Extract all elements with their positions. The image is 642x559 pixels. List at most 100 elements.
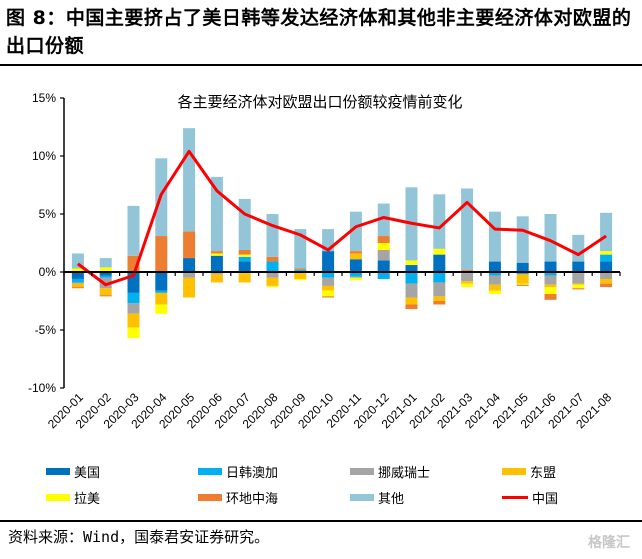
- bar-segment-2020-02-5: [99, 295, 112, 297]
- bar-segment-2021-07-0: [572, 261, 585, 272]
- stacked-bar-chart: 各主要经济体对欧盟出口份额较疫情前变化 -10%-5%0%5%10%15%202…: [28, 91, 621, 431]
- bar-segment-2020-09-5: [294, 268, 307, 270]
- bar-segment-2020-06-3: [210, 274, 223, 283]
- legend-label: 东盟: [530, 466, 557, 481]
- bar-segment-2021-07-4: [572, 284, 585, 289]
- legend-item-3: 东盟: [502, 462, 556, 481]
- bar-segment-2021-06-3: [544, 284, 557, 288]
- legend-bar-swatch: [198, 468, 222, 475]
- bar-segment-2020-02-0: [99, 272, 112, 276]
- bar-segment-2021-01-1: [405, 272, 418, 284]
- bar-segment-2021-05-3: [516, 274, 529, 284]
- bar-segment-2021-04-1: [488, 272, 501, 276]
- bar-segment-2020-11-1: [349, 272, 362, 277]
- bar-segment-2021-05-1: [516, 272, 529, 275]
- bar-segment-2021-01-3: [405, 297, 418, 305]
- bar-segment-2021-03-4: [461, 283, 474, 288]
- bar-segment-2020-06-4: [210, 253, 223, 256]
- bar-segment-2021-06-2: [544, 275, 557, 285]
- title-divider: [0, 64, 642, 66]
- bar-segment-2021-01-4: [405, 260, 418, 266]
- legend-label: 中国: [532, 492, 559, 507]
- bar-segment-2020-01-5: [71, 287, 84, 289]
- bar-segment-2020-11-3: [349, 253, 362, 260]
- bar-segment-2021-08-4: [600, 251, 613, 255]
- bar-segment-2021-03-5: [461, 269, 474, 271]
- legend-label: 挪威瑞士: [378, 466, 431, 481]
- bar-segment-2021-05-4: [516, 283, 529, 285]
- chart-legend: 美国 日韩澳加 挪威瑞士 东盟 拉美 环地中海 其他 中国: [0, 458, 642, 518]
- bar-segment-2020-12-0: [377, 260, 390, 272]
- bar-segment-2021-08-6: [600, 212, 613, 252]
- bar-segment-2020-04-3: [155, 292, 168, 305]
- legend-label: 环地中海: [226, 492, 279, 507]
- bar-segment-2021-08-5: [600, 283, 613, 288]
- bar-segment-2020-06-6: [210, 176, 223, 252]
- bar-segment-2020-12-1: [377, 272, 390, 279]
- bar-segment-2020-11-0: [349, 259, 362, 272]
- legend-bar-swatch: [46, 468, 70, 475]
- bar-segment-2021-06-4: [544, 287, 557, 295]
- legend-item-1: 日韩澳加: [198, 462, 278, 481]
- bar-segment-2021-08-1: [600, 254, 613, 262]
- bar-segment-2021-06-1: [544, 272, 557, 276]
- figure-title: 图 8：中国主要挤占了美日韩等发达经济体和其他非主要经济体对欧盟的出口份额: [6, 7, 632, 57]
- bar-segment-2020-01-3: [71, 283, 84, 288]
- bar-segment-2020-11-6: [349, 211, 362, 252]
- bar-segment-2021-02-3: [433, 296, 446, 301]
- bar-segment-2020-10-5: [322, 296, 335, 298]
- bar-segment-2020-01-0: [71, 272, 84, 279]
- y-tick-label: -5%: [35, 323, 57, 337]
- bar-segment-2020-07-4: [238, 254, 251, 257]
- bar-segment-2020-05-0: [183, 258, 196, 272]
- bar-segment-2020-09-6: [294, 229, 307, 269]
- bar-segment-2020-04-4: [155, 304, 168, 314]
- bar-segment-2021-02-5: [433, 301, 446, 305]
- bar-segment-2020-02-3: [99, 288, 112, 296]
- legend-item-5: 环地中海: [198, 488, 278, 507]
- bar-segment-2021-04-2: [488, 275, 501, 285]
- bar-segment-2021-04-0: [488, 261, 501, 272]
- legend-item-2: 挪威瑞士: [350, 462, 430, 481]
- bar-segment-2020-10-4: [322, 290, 335, 297]
- bar-segment-2020-11-2: [349, 276, 362, 278]
- bar-segment-2020-07-5: [238, 249, 251, 255]
- bar-segment-2020-10-0: [322, 251, 335, 272]
- bar-segment-2020-06-0: [210, 255, 223, 272]
- bar-segment-2020-05-5: [183, 231, 196, 259]
- y-tick-label: 5%: [39, 207, 57, 221]
- bar-segment-2021-02-2: [433, 282, 446, 297]
- bar-segment-2020-02-1: [99, 275, 112, 278]
- bar-segment-2020-07-0: [238, 261, 251, 272]
- legend-bar-swatch: [350, 468, 374, 475]
- bar-segment-2021-01-2: [405, 283, 418, 298]
- bar-segment-2020-07-3: [238, 273, 251, 283]
- bar-segment-2020-10-2: [322, 277, 335, 286]
- bar-segment-2020-02-4: [99, 267, 112, 272]
- bar-segment-2021-03-6: [461, 188, 474, 270]
- bar-segment-2020-01-1: [71, 278, 84, 283]
- legend-item-0: 美国: [46, 462, 100, 481]
- bar-segment-2020-09-1: [294, 269, 307, 271]
- bar-segment-2020-05-2: [183, 273, 196, 278]
- line-china: [76, 149, 607, 287]
- bar-segment-2021-04-3: [488, 284, 501, 291]
- bar-segment-2020-03-6: [127, 205, 140, 256]
- bar-segment-2020-08-1: [266, 261, 279, 272]
- bar-segment-2020-12-6: [377, 203, 390, 237]
- bar-segment-2020-12-5: [377, 236, 390, 243]
- legend-bar-swatch: [502, 468, 526, 475]
- bar-segment-2021-06-5: [544, 294, 557, 300]
- bar-segment-2021-04-4: [488, 290, 501, 295]
- legend-bar-swatch: [198, 494, 222, 501]
- bar-segment-2021-05-6: [516, 216, 529, 263]
- bar-segment-2021-08-3: [600, 278, 613, 284]
- bar-segment-2021-08-2: [600, 272, 613, 279]
- bar-segment-2020-01-4: [71, 268, 84, 272]
- legend-item-6: 其他: [350, 488, 404, 507]
- bar-segment-2020-07-1: [238, 256, 251, 262]
- bar-segment-2020-03-1: [127, 292, 140, 304]
- bar-segment-2020-11-5: [349, 251, 362, 254]
- bar-segment-2021-05-0: [516, 262, 529, 272]
- y-tick-label: 15%: [32, 91, 56, 105]
